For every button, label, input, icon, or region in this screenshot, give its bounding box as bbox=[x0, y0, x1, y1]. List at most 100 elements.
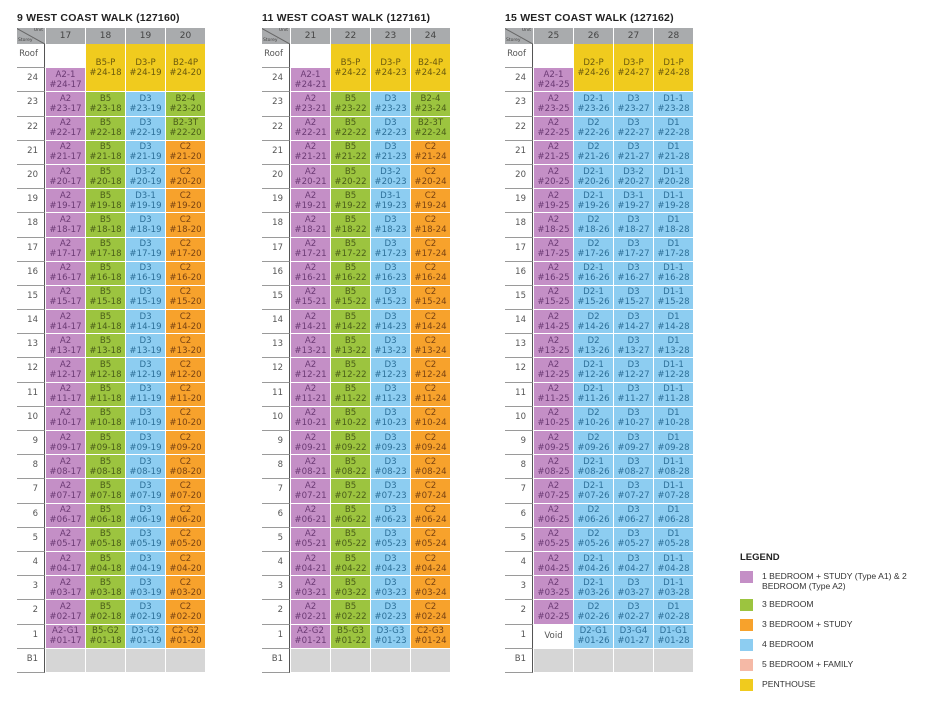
unit-cell[interactable]: D3 #12-27 bbox=[614, 358, 653, 383]
unit-cell[interactable]: C2 #15-20 bbox=[166, 285, 205, 311]
unit-cell[interactable]: A2 #13-21 bbox=[291, 334, 330, 359]
unit-cell[interactable]: A2 #12-21 bbox=[291, 358, 330, 383]
unit-cell[interactable]: C2 #09-20 bbox=[166, 431, 205, 456]
unit-cell[interactable]: D1 #10-28 bbox=[654, 406, 693, 431]
unit-cell[interactable]: D3-2 #20-27 bbox=[614, 164, 653, 190]
unit-cell[interactable]: B5 #22-18 bbox=[86, 116, 125, 141]
unit-cell[interactable]: D1 #02-28 bbox=[654, 600, 693, 625]
unit-cell[interactable]: D1-1 #11-28 bbox=[654, 382, 693, 407]
unit-cell[interactable]: C2 #04-24 bbox=[411, 551, 450, 577]
unit-cell[interactable]: D3 #02-19 bbox=[126, 600, 165, 625]
unit-cell[interactable]: D3 #04-27 bbox=[614, 551, 653, 577]
unit-cell[interactable]: B5 #04-18 bbox=[86, 551, 125, 577]
unit-cell[interactable]: D3 #10-19 bbox=[126, 406, 165, 431]
unit-cell[interactable]: D2 #18-26 bbox=[574, 213, 613, 238]
unit-cell[interactable]: A2 #21-17 bbox=[46, 140, 85, 165]
unit-cell[interactable]: C2 #02-24 bbox=[411, 600, 450, 625]
unit-cell[interactable]: D3 #23-27 bbox=[614, 92, 653, 117]
unit-cell[interactable]: C2 #09-24 bbox=[411, 431, 450, 456]
unit-cell[interactable]: D2-P #24-26 bbox=[574, 44, 613, 93]
unit-cell[interactable]: A2-G1 #01-17 bbox=[46, 624, 85, 649]
unit-cell[interactable]: D3 #11-23 bbox=[371, 382, 410, 407]
unit-cell[interactable]: A2 #04-21 bbox=[291, 551, 330, 577]
unit-cell[interactable]: D3 #09-23 bbox=[371, 431, 410, 456]
unit-cell[interactable]: A2 #08-25 bbox=[534, 455, 573, 480]
unit-cell[interactable]: D3-2 #20-19 bbox=[126, 164, 165, 190]
unit-cell[interactable]: C2 #15-24 bbox=[411, 285, 450, 311]
unit-cell[interactable]: D3 #04-23 bbox=[371, 551, 410, 577]
unit-cell[interactable]: A2 #23-17 bbox=[46, 92, 85, 117]
unit-cell[interactable]: D3 #17-27 bbox=[614, 237, 653, 262]
unit-cell[interactable]: D3 #03-23 bbox=[371, 576, 410, 601]
unit-cell[interactable]: A2-1 #24-17 bbox=[46, 68, 85, 93]
unit-cell[interactable]: A2 #07-25 bbox=[534, 479, 573, 504]
unit-cell[interactable]: C2 #11-20 bbox=[166, 382, 205, 407]
unit-cell[interactable]: D3 #23-23 bbox=[371, 92, 410, 117]
unit-cell[interactable]: B5 #15-22 bbox=[331, 285, 370, 311]
unit-cell[interactable]: B5 #14-18 bbox=[86, 310, 125, 335]
unit-cell[interactable]: C2 #07-20 bbox=[166, 479, 205, 504]
unit-cell[interactable]: B2-4P #24-24 bbox=[411, 44, 450, 93]
unit-cell[interactable]: A2 #20-17 bbox=[46, 164, 85, 190]
unit-cell[interactable]: D1-1 #07-28 bbox=[654, 479, 693, 504]
unit-cell[interactable]: D3 #08-19 bbox=[126, 455, 165, 480]
unit-cell[interactable]: D1-1 #15-28 bbox=[654, 285, 693, 311]
unit-cell[interactable]: D2 #17-26 bbox=[574, 237, 613, 262]
unit-cell[interactable]: D3 #13-27 bbox=[614, 334, 653, 359]
unit-cell[interactable]: D3 #16-23 bbox=[371, 261, 410, 286]
unit-cell[interactable]: B5 #21-18 bbox=[86, 140, 125, 165]
unit-cell[interactable]: A2 #05-17 bbox=[46, 527, 85, 552]
unit-cell[interactable]: B5 #02-22 bbox=[331, 600, 370, 625]
unit-cell[interactable]: B5 #15-18 bbox=[86, 285, 125, 311]
unit-cell[interactable]: D3 #21-23 bbox=[371, 140, 410, 165]
unit-cell[interactable]: A2 #18-21 bbox=[291, 213, 330, 238]
unit-cell[interactable]: A2 #14-25 bbox=[534, 310, 573, 335]
unit-cell[interactable]: C2 #12-24 bbox=[411, 358, 450, 383]
unit-cell[interactable]: D3 #22-19 bbox=[126, 116, 165, 141]
unit-cell[interactable]: A2 #12-17 bbox=[46, 358, 85, 383]
unit-cell[interactable]: D1 #22-28 bbox=[654, 116, 693, 141]
unit-cell[interactable]: D2 #06-26 bbox=[574, 503, 613, 528]
unit-cell[interactable]: D3 #14-23 bbox=[371, 310, 410, 335]
unit-cell[interactable]: C2 #19-20 bbox=[166, 189, 205, 214]
unit-cell[interactable]: D3 #13-19 bbox=[126, 334, 165, 359]
unit-cell[interactable]: Void bbox=[534, 624, 573, 649]
unit-cell[interactable]: A2 #08-21 bbox=[291, 455, 330, 480]
unit-cell[interactable]: B5 #23-22 bbox=[331, 92, 370, 117]
unit-cell[interactable]: B5 #03-18 bbox=[86, 576, 125, 601]
unit-cell[interactable]: A2 #14-17 bbox=[46, 310, 85, 335]
unit-cell[interactable]: D3 #07-19 bbox=[126, 479, 165, 504]
unit-cell[interactable]: A2 #22-25 bbox=[534, 116, 573, 141]
unit-cell[interactable]: D1 #06-28 bbox=[654, 503, 693, 528]
unit-cell[interactable]: D3 #05-27 bbox=[614, 527, 653, 552]
unit-cell[interactable]: D2-1 #11-26 bbox=[574, 382, 613, 407]
unit-cell[interactable]: B5 #09-18 bbox=[86, 431, 125, 456]
unit-cell[interactable]: A2 #15-17 bbox=[46, 285, 85, 311]
unit-cell[interactable]: D3 #03-19 bbox=[126, 576, 165, 601]
unit-cell[interactable]: B5 #07-18 bbox=[86, 479, 125, 504]
unit-cell[interactable]: D2-1 #15-26 bbox=[574, 285, 613, 311]
unit-cell[interactable]: D2-1 #19-26 bbox=[574, 189, 613, 214]
unit-cell[interactable]: D3 #22-27 bbox=[614, 116, 653, 141]
unit-cell[interactable]: C2 #13-24 bbox=[411, 334, 450, 359]
unit-cell[interactable]: D3-P #24-23 bbox=[371, 44, 410, 93]
unit-cell[interactable]: A2 #17-17 bbox=[46, 237, 85, 262]
unit-cell[interactable]: D3 #06-23 bbox=[371, 503, 410, 528]
unit-cell[interactable]: B5 #02-18 bbox=[86, 600, 125, 625]
unit-cell[interactable]: B2-4 #23-20 bbox=[166, 92, 205, 117]
unit-cell[interactable]: D2-1 #12-26 bbox=[574, 358, 613, 383]
unit-cell[interactable]: D3 #17-19 bbox=[126, 237, 165, 262]
unit-cell[interactable]: C2 #16-20 bbox=[166, 261, 205, 286]
unit-cell[interactable]: B5 #23-18 bbox=[86, 92, 125, 117]
unit-cell[interactable]: D3 #17-23 bbox=[371, 237, 410, 262]
unit-cell[interactable]: A2 #08-17 bbox=[46, 455, 85, 480]
unit-cell[interactable]: C2 #08-24 bbox=[411, 455, 450, 480]
unit-cell[interactable]: B5 #12-18 bbox=[86, 358, 125, 383]
unit-cell[interactable]: A2 #21-25 bbox=[534, 140, 573, 165]
unit-cell[interactable]: A2 #16-25 bbox=[534, 261, 573, 286]
unit-cell[interactable]: B5 #05-18 bbox=[86, 527, 125, 552]
unit-cell[interactable]: B2-4P #24-20 bbox=[166, 44, 205, 93]
unit-cell[interactable]: D1 #05-28 bbox=[654, 527, 693, 552]
unit-cell[interactable]: B5 #14-22 bbox=[331, 310, 370, 335]
unit-cell[interactable]: D1-G1 #01-28 bbox=[654, 624, 693, 649]
